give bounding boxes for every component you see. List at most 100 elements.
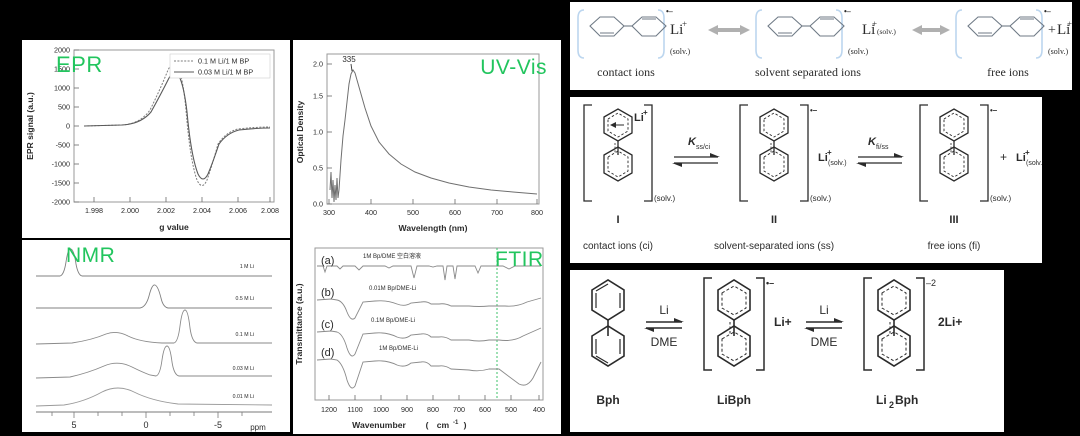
nmr-trace-label-2: 0.1 M Li: [236, 332, 254, 338]
cation-solvation-II: (solv.): [828, 160, 847, 167]
ftir-trace-d: [316, 358, 542, 389]
uvvis-yaxis-label: Optical Density: [295, 101, 305, 164]
ftir-xaxis-unit-open: (: [426, 420, 429, 430]
radical-anion-charge-1: •–: [666, 7, 674, 16]
epr-curve-0.03M: [83, 72, 271, 180]
arrow-1-solvent: DME: [651, 335, 678, 349]
solvation-label-III: (solv.): [990, 194, 1012, 203]
ftir-trace-label-d: 1M Bp/DME-Li: [379, 346, 418, 352]
uvvis-xtick-5: 800: [531, 208, 543, 217]
cation-charge-2: +: [872, 19, 877, 29]
plus-sign-III: +: [1000, 150, 1007, 164]
ftir-xtick-8: 400: [533, 405, 545, 414]
species-name-II: solvent-separated ions (ss): [714, 241, 834, 252]
epr-ytick-7: -1500: [52, 179, 70, 188]
radical-anion-charge-2: •–: [844, 7, 852, 16]
plus-sign-3: +: [1048, 23, 1056, 38]
species-name-III: free ions (fi): [928, 241, 981, 252]
equilibrium-arrow-2-icon: [912, 25, 950, 35]
bph-reduction-panel: Bph Li DME •– Li+ LiBph Li: [570, 270, 1004, 432]
ftir-trace-key-b: (b): [321, 287, 334, 299]
cation-charge-3: +: [1067, 19, 1072, 29]
epr-ytick-1: 1500: [54, 65, 70, 74]
species-contact-ions: •– Li + (solv.) contact ions: [577, 7, 690, 79]
species-solvent-separated-ions: •– (solv.) Li + (solv.) solvent separate…: [755, 7, 896, 79]
cation-label-3: Li: [1057, 22, 1070, 38]
equilibrium-arrow-1-icon: [708, 25, 750, 35]
k-equilibrium-diagram: Li + (solv.) I contact ions (ci) K ss/ci: [570, 97, 1042, 263]
epr-tag: EPR: [56, 52, 103, 77]
uvvis-ytick-1: 0.5: [313, 164, 323, 173]
species-III-free-ions: •– (solv.) + Li + (solv.) III free ions …: [919, 104, 1042, 252]
nmr-xtick-0: 5: [71, 420, 76, 430]
uvvis-xaxis-label: Wavelength (nm): [399, 223, 468, 233]
nmr-trace-label-3: 0.03 M Li: [233, 366, 254, 372]
ftir-xaxis-unit-sup: -1: [453, 420, 459, 426]
roman-numeral-III: III: [949, 214, 958, 226]
ftir-xtick-0: 1200: [321, 405, 337, 414]
uvvis-panel: 0.0 0.5 1.0 1.5 2.0 300 400 500 600 700 …: [293, 40, 561, 238]
ftir-trace-key-c: (c): [321, 319, 334, 331]
roman-numeral-I: I: [616, 214, 619, 226]
uvvis-xtick-3: 600: [449, 208, 461, 217]
epr-xtick-5: 2.008: [261, 206, 279, 215]
ftir-panel: (a) (b) (c) (d) 1M Bp/DME 空白溶液 0.01M Bp/…: [293, 238, 561, 434]
solvation-label-I: (solv.): [654, 194, 676, 203]
uvvis-tag: UV-Vis: [480, 56, 547, 79]
epr-legend: 0.1 M Li/1 M BP 0.03 M Li/1 M BP: [169, 53, 271, 79]
uvvis-xtick-4: 700: [491, 208, 503, 217]
uvvis-ytick-0: 0.0: [313, 200, 323, 209]
uvvis-ytick-4: 2.0: [313, 60, 323, 69]
nmr-trace-1: [36, 284, 272, 309]
epr-ytick-6: -1000: [52, 160, 70, 169]
cation-charge-III: +: [1025, 148, 1030, 157]
species-bph: Bph: [591, 279, 625, 407]
nmr-trace-label-0: 1 M Li: [240, 264, 254, 270]
nmr-trace-label-4: 0.01 M Li: [233, 394, 254, 400]
bph-reduction-diagram: Bph Li DME •– Li+ LiBph Li: [570, 270, 1004, 432]
cation-label-I: Li: [634, 112, 644, 124]
ftir-trace-key-d: (d): [321, 347, 334, 359]
ion-pair-panel: •– Li + (solv.) contact ions •– (solv.) …: [570, 2, 1072, 90]
ftir-tag: FTIR: [495, 248, 544, 271]
nmr-trace-3: [35, 345, 272, 379]
cation-label-2: Li: [862, 22, 875, 38]
k-fi-ss-group: K fi/ss: [856, 136, 904, 167]
cation-label-II: Li: [818, 152, 828, 164]
cation-solvation-2: (solv.): [877, 27, 896, 36]
species-name-2: solvent separated ions: [755, 65, 861, 79]
species-I-contact-ions: Li + (solv.) I contact ions (ci): [583, 104, 676, 252]
cation-solvation-III: (solv.): [1026, 160, 1042, 167]
li2bph-label-main: Li: [876, 393, 887, 407]
k-equilibrium-panel: Li + (solv.) I contact ions (ci) K ss/ci: [570, 97, 1042, 263]
nmr-trace-0: [36, 248, 272, 277]
epr-ytick-8: -2000: [52, 198, 70, 207]
uvvis-xtick-2: 500: [407, 208, 419, 217]
nmr-trace-label-1: 0.5 M Li: [236, 296, 254, 302]
ftir-trace-label-c: 0.1M Bp/DME-Li: [371, 318, 415, 324]
epr-ytick-2: 1000: [54, 84, 70, 93]
radical-anion-charge-II: •–: [810, 106, 818, 115]
cation-charge-1: +: [682, 19, 687, 29]
libph-label: LiBph: [717, 393, 751, 407]
cation-charge-II: +: [827, 148, 832, 157]
epr-panel: 2000 1500 1000 500 0 -500 -1000 -1500 -2…: [22, 40, 290, 238]
nmr-xunit-label: ppm: [250, 423, 266, 432]
epr-ytick-0: 2000: [54, 46, 70, 55]
epr-curve-0.1M: [83, 63, 271, 186]
species-li2bph: –2 2Li+ Li 2 Bph: [863, 277, 962, 410]
reduction-arrow-1: Li DME: [644, 303, 684, 349]
ftir-xtick-5: 700: [453, 405, 465, 414]
ftir-xaxis-unit: cm: [437, 420, 450, 430]
species-name-I: contact ions (ci): [583, 241, 653, 252]
ftir-trace-label-b: 0.01M Bp/DME-Li: [369, 286, 416, 292]
k-subscript-1: ss/ci: [696, 144, 710, 151]
epr-xtick-3: 2.004: [193, 206, 211, 215]
nmr-tag: NMR: [66, 244, 116, 267]
uvvis-chart: 0.0 0.5 1.0 1.5 2.0 300 400 500 600 700 …: [293, 40, 561, 238]
species-libph: •– Li+ LiBph: [703, 277, 792, 407]
ftir-xtick-3: 900: [401, 405, 413, 414]
cation-label-1: Li: [670, 22, 683, 38]
epr-legend-label-0: 0.1 M Li/1 M BP: [198, 57, 249, 66]
nmr-xtick-1: 0: [143, 420, 148, 430]
